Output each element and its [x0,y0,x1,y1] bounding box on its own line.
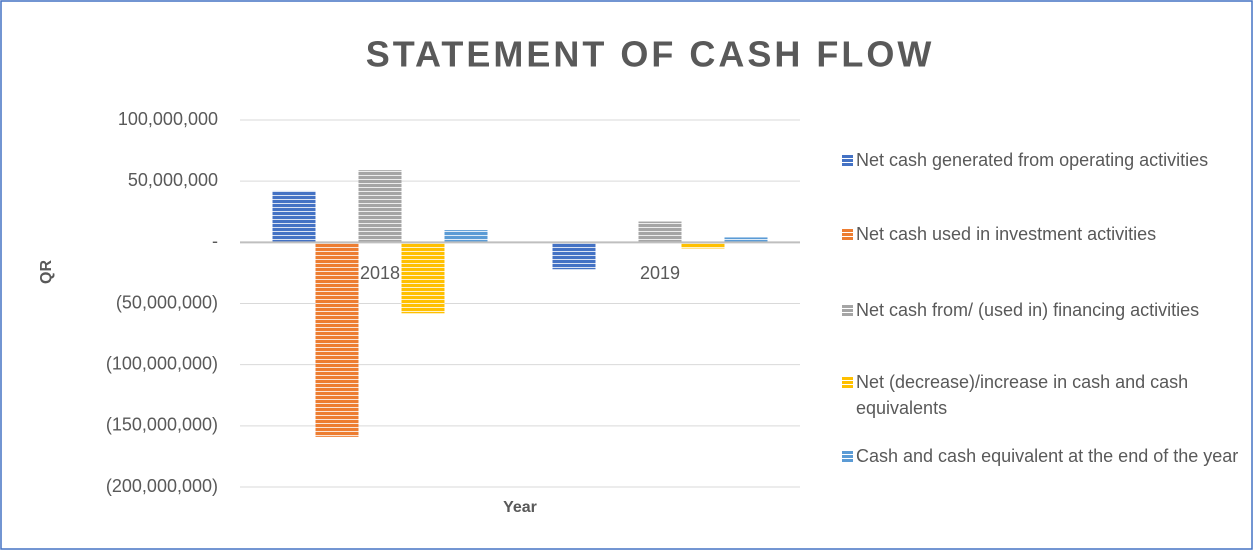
x-tick-label: 2018 [360,263,400,283]
legend-label: Cash and cash equivalent at the end of t… [856,446,1239,466]
legend-swatch [842,377,853,388]
bar [724,237,768,243]
bar [444,230,488,243]
y-tick-label: (150,000,000) [106,415,218,435]
bar [681,242,725,249]
legend-label: Net cash used in investment activities [856,224,1157,244]
legend-label: Net (decrease)/increase in cash and cash… [856,372,1189,418]
y-tick-label: (200,000,000) [106,476,218,496]
y-tick-label: (100,000,000) [106,353,218,373]
legend-item: Net (decrease)/increase in cash and cash… [842,369,1242,421]
legend-item: Net cash from/ (used in) financing activ… [842,297,1242,323]
legend-label: Net cash from/ (used in) financing activ… [856,300,1200,320]
bar [358,170,402,243]
legend-label: Net cash generated from operating activi… [856,150,1209,170]
y-tick-label: (50,000,000) [116,292,218,312]
x-axis-title: Year [503,499,537,516]
legend-swatch [842,229,853,240]
y-axis-title: QR [38,260,55,284]
bar [315,242,359,437]
y-tick-label: 50,000,000 [128,170,218,190]
legend-item: Cash and cash equivalent at the end of t… [842,443,1242,469]
bar [272,190,316,243]
legend-swatch [842,305,853,316]
legend-swatch [842,155,853,166]
x-tick-label: 2019 [640,263,680,283]
bar [638,221,682,243]
legend-swatch [842,451,853,462]
bar [401,242,445,314]
legend-item: Net cash used in investment activities [842,221,1242,247]
bar [552,242,596,270]
y-tick-label: - [212,231,218,251]
legend-item: Net cash generated from operating activi… [842,147,1242,173]
chart-title: STATEMENT OF CASH FLOW [366,34,935,75]
y-tick-label: 100,000,000 [118,109,218,129]
